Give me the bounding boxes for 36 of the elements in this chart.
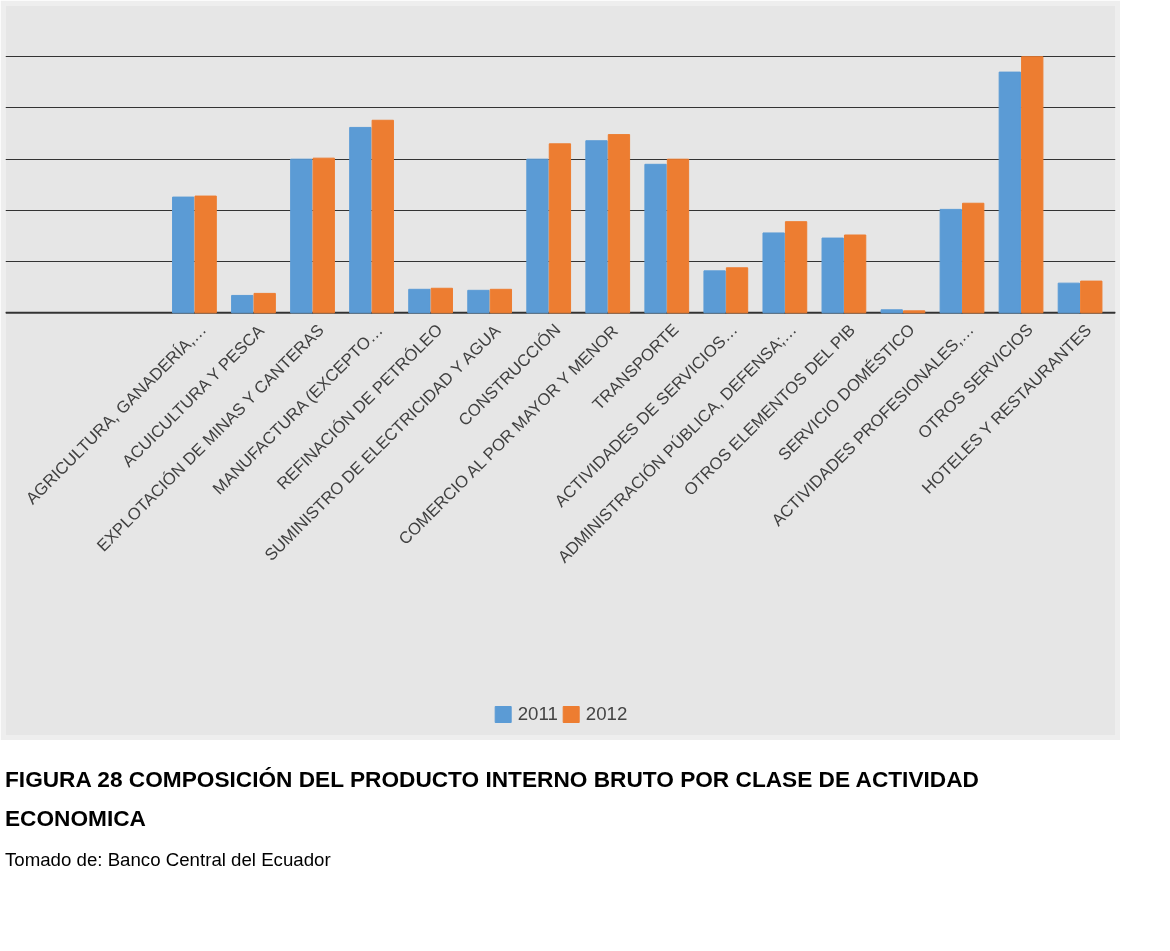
bar — [903, 310, 926, 314]
bar — [548, 143, 572, 314]
legend-label: 2012 — [585, 703, 628, 725]
bar — [607, 134, 631, 314]
bar — [430, 287, 453, 314]
bar — [666, 158, 690, 314]
bar — [703, 270, 726, 314]
bar — [784, 221, 808, 314]
bar — [172, 196, 195, 314]
bar — [231, 294, 254, 314]
bar — [526, 158, 549, 314]
bar — [962, 202, 985, 314]
bar — [762, 232, 785, 314]
bar — [998, 71, 1021, 314]
bar — [312, 157, 335, 314]
bar — [467, 289, 490, 314]
bar — [585, 140, 608, 314]
bar — [644, 163, 667, 314]
bar — [408, 288, 431, 314]
bar — [489, 288, 513, 314]
bar — [1021, 56, 1044, 314]
legend-label: 2011 — [517, 703, 558, 725]
bar — [1057, 282, 1081, 314]
bar — [843, 234, 867, 314]
bar — [1080, 280, 1103, 314]
bar — [371, 119, 394, 314]
bar — [821, 237, 844, 314]
text: FIGURA 28 COMPOSICIÓN DEL PRODUCTO INTERNO BRUTO POR CLASE DE ACTIVIDAD ECONOMICA — [5, 765, 980, 833]
bar — [880, 309, 903, 314]
bar — [939, 208, 962, 314]
bar — [349, 126, 372, 314]
bar — [253, 292, 276, 314]
bar — [290, 158, 313, 314]
text: Tomado de: Banco Central del Ecuador — [5, 848, 331, 873]
bar — [194, 195, 217, 314]
bar — [725, 267, 749, 314]
